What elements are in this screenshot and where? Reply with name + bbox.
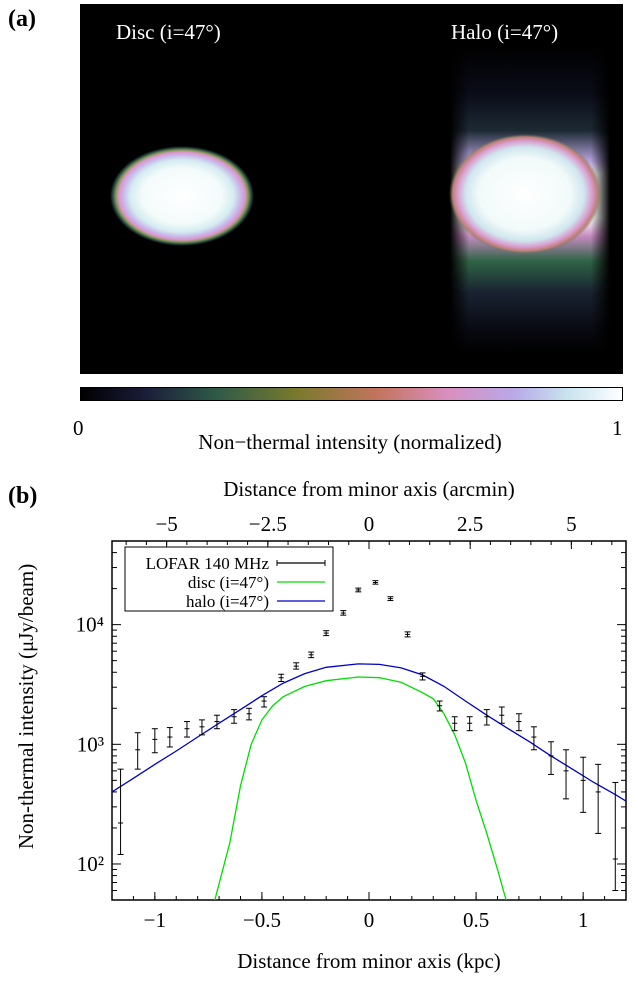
series-line-halo <box>112 663 626 802</box>
data-point <box>117 768 124 856</box>
panel-b-label: (b) <box>8 483 38 509</box>
data-point <box>308 651 315 659</box>
data-point <box>498 706 505 724</box>
x2-axis-label: Distance from minor axis (arcmin) <box>223 477 515 501</box>
data-point <box>548 741 555 775</box>
legend-label: halo (i=47°) <box>186 592 269 611</box>
colorbar-label: Non−thermal intensity (normalized) <box>198 430 502 454</box>
data-point <box>134 732 141 770</box>
y-tick-label: 10² <box>77 852 104 876</box>
panel-a-label: (a) <box>8 6 36 32</box>
data-point <box>213 714 220 730</box>
data-point <box>436 700 443 712</box>
legend-box <box>124 546 334 612</box>
x2-tick-label: −2.5 <box>249 512 287 536</box>
y-axis-label: Non-thermal intensity (μJy/beam) <box>14 564 38 849</box>
data-point <box>595 763 602 834</box>
legend-label: LOFAR 140 MHz <box>146 554 270 573</box>
data-point <box>580 756 587 813</box>
halo-title: Halo (i=47°) <box>451 20 559 44</box>
data-point <box>387 596 394 602</box>
data-point <box>183 721 190 738</box>
data-point <box>612 781 619 892</box>
x2-tick-label: −5 <box>155 512 177 536</box>
data-point <box>483 709 490 726</box>
x-tick-label: −1 <box>144 908 166 932</box>
legend-label: disc (i=47°) <box>188 573 269 592</box>
data-point <box>563 749 570 800</box>
panel-a-image: Disc (i=47°) Halo (i=47°) <box>80 4 623 374</box>
data-point <box>246 707 253 721</box>
x-tick-label: 0 <box>364 908 375 932</box>
y-tick-label: 10⁴ <box>76 613 104 637</box>
data-point <box>231 709 238 724</box>
data-point <box>323 630 330 637</box>
x2-tick-label: 2.5 <box>457 512 483 536</box>
data-point <box>372 580 379 585</box>
data-point <box>515 713 522 732</box>
data-point <box>419 672 426 681</box>
x2-tick-label: 5 <box>566 512 577 536</box>
y-tick-label: 10³ <box>77 732 104 756</box>
data-point <box>466 716 473 732</box>
data-point <box>451 716 458 732</box>
data-point <box>198 719 205 736</box>
x-tick-label: −0.5 <box>243 908 281 932</box>
data-point <box>340 610 347 616</box>
data-point <box>293 662 300 670</box>
colorbar <box>80 387 623 401</box>
data-point <box>404 631 411 638</box>
data-point <box>166 727 173 748</box>
x-tick-label: 0.5 <box>463 908 489 932</box>
data-point <box>530 726 537 751</box>
x-tick-label: 1 <box>578 908 589 932</box>
series-line-disc <box>214 676 507 900</box>
data-point <box>151 728 158 754</box>
data-point <box>355 587 362 593</box>
colorbar-max-label: 1 <box>612 416 623 440</box>
halo-emission-core <box>449 134 601 254</box>
colorbar-min-label: 0 <box>73 416 84 440</box>
data-point <box>278 673 285 682</box>
x-axis-label: Distance from minor axis (kpc) <box>237 949 501 973</box>
x2-tick-label: 0 <box>364 512 375 536</box>
disc-emission <box>110 146 254 246</box>
data-point <box>261 696 268 708</box>
disc-title: Disc (i=47°) <box>116 20 221 44</box>
